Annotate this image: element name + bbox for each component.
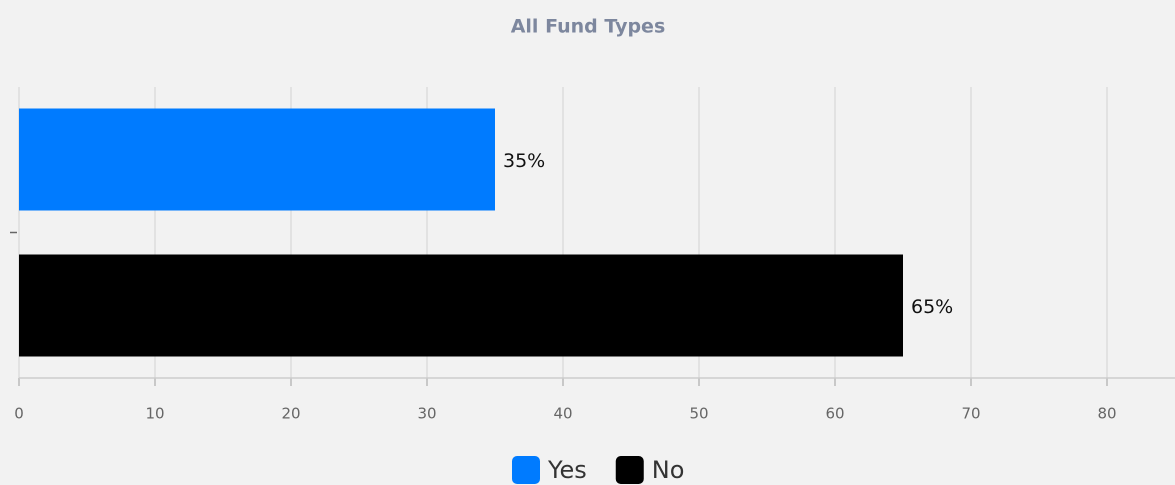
x-tick-label: 70	[961, 405, 980, 423]
x-tick-label: 0	[14, 405, 24, 423]
legend-swatch	[512, 456, 540, 484]
chart-title: All Fund Types	[511, 16, 666, 38]
value-label: 35%	[503, 150, 545, 172]
legend-swatch	[615, 456, 644, 484]
x-tick-label: 20	[281, 405, 300, 423]
value-label: 65%	[911, 296, 953, 318]
x-tick-label: 50	[689, 405, 708, 423]
legend-label: Yes	[547, 456, 587, 484]
x-tick-label: 80	[1097, 405, 1116, 423]
x-tick-label: 10	[145, 405, 164, 423]
legend-label: No	[652, 456, 685, 484]
bar	[19, 108, 495, 211]
x-tick-label: 30	[417, 405, 436, 423]
x-tick-label: 40	[553, 405, 572, 423]
x-tick-label: 60	[825, 405, 844, 423]
bar	[19, 254, 903, 357]
